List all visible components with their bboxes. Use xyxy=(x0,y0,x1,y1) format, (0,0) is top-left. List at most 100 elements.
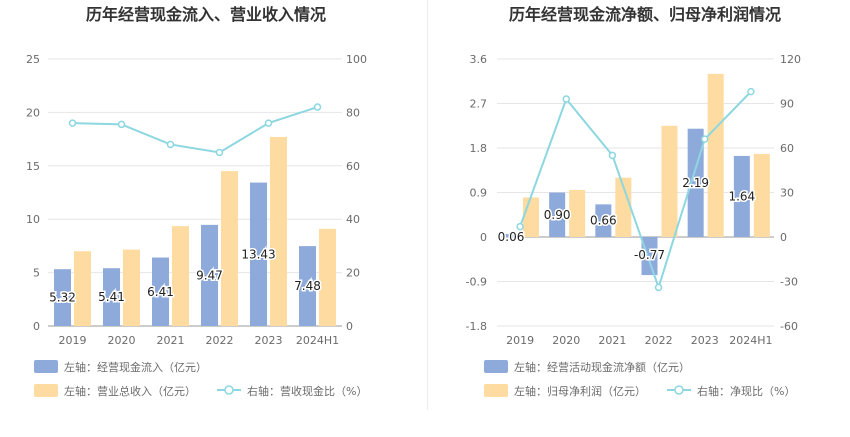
c2-ratio-point[interactable] xyxy=(516,222,524,231)
c1-bar-cashflow[interactable] xyxy=(299,246,316,326)
c2-ratio-point[interactable] xyxy=(701,135,709,143)
c1-bar-revenue[interactable] xyxy=(172,226,189,326)
c1-legend-swatch-cashflow xyxy=(34,360,58,373)
c1-ratio-point[interactable] xyxy=(68,119,77,127)
c2-left-tick-label: -1.8 xyxy=(466,320,487,333)
c2-data-label: 0.06 xyxy=(498,230,525,244)
c2-data-label: 1.64 xyxy=(728,189,755,203)
c2-left-tick-label: -0.9 xyxy=(466,276,487,289)
c2-x-tick-label: 2024H1 xyxy=(729,334,772,347)
c2-bar-revenue[interactable] xyxy=(707,73,724,237)
c1-left-tick-label: 25 xyxy=(26,53,40,66)
c1-bar-revenue[interactable] xyxy=(74,251,91,326)
c1-x-tick-label: 2023 xyxy=(255,334,283,347)
c2-legend-swatch-revenue xyxy=(484,384,508,397)
c2-bar-cashflow[interactable] xyxy=(641,237,658,276)
c1-x-tick-label: 2022 xyxy=(206,334,234,347)
c2-x-tick-label: 2019 xyxy=(506,334,534,347)
c2-bar-cashflow[interactable] xyxy=(503,234,519,237)
c1-bar-revenue[interactable] xyxy=(123,249,140,326)
c2-x-tick-label: 2022 xyxy=(645,334,673,347)
c1-left-tick-label: 15 xyxy=(26,160,40,173)
c2-legend-marker-ratio xyxy=(674,385,684,395)
c1-left-tick-label: 0 xyxy=(33,320,40,333)
c1-title: 历年经营现金流入、营业收入情况 xyxy=(86,5,326,24)
c2-x-tick-label: 2023 xyxy=(691,334,719,347)
c2-title: 历年经营现金流净额、归母净利润情况 xyxy=(509,5,781,24)
c1-data-label: 9.47 xyxy=(196,268,223,282)
c1-ratio-line xyxy=(72,106,318,154)
c2-right-tick-label: 0 xyxy=(780,231,787,244)
c1-ratio-point[interactable] xyxy=(117,120,126,129)
c2-legend-swatch-cashflow xyxy=(484,360,508,373)
c2-left-tick-label: 0.9 xyxy=(470,187,488,200)
c1-legend-marker-ratio xyxy=(224,385,234,395)
c1-right-tick-label: 60 xyxy=(346,160,360,173)
c2-ratio-point[interactable] xyxy=(608,151,617,160)
c1-x-tick-label: 2021 xyxy=(157,334,185,347)
c1-bar-cashflow[interactable] xyxy=(103,268,120,326)
c2-right-tick-label: 60 xyxy=(780,142,794,155)
c1-data-label: 13.43 xyxy=(241,247,275,261)
c2-left-tick-label: 2.7 xyxy=(470,98,488,111)
c2-legend-label-revenue[interactable]: 左轴：归母净利润（亿元） xyxy=(514,384,646,398)
c2-ratio-point[interactable] xyxy=(747,87,755,96)
c2-bar-revenue[interactable] xyxy=(661,125,678,237)
c1-right-tick-label: 0 xyxy=(346,320,353,333)
c2-bar-cashflow[interactable] xyxy=(595,204,612,237)
c2-data-label: 0.90 xyxy=(544,208,571,222)
c2-left-tick-label: 3.6 xyxy=(470,53,488,66)
c1-bar-cashflow[interactable] xyxy=(152,257,169,326)
c2-bar-revenue[interactable] xyxy=(753,153,770,237)
c1-right-tick-label: 100 xyxy=(346,53,367,66)
c2-ratio-point[interactable] xyxy=(654,283,663,292)
c2-bar-cashflow[interactable] xyxy=(549,192,566,238)
c1-ratio-point[interactable] xyxy=(166,140,175,149)
c2-data-label: 0.66 xyxy=(590,214,617,228)
c1-bar-revenue[interactable] xyxy=(319,228,336,326)
c1-bar-cashflow[interactable] xyxy=(54,269,71,326)
c2-right-tick-label: -60 xyxy=(780,320,798,333)
c1-left-tick-label: 20 xyxy=(26,106,40,119)
c1-bar-cashflow[interactable] xyxy=(201,224,218,326)
c1-legend-swatch-revenue xyxy=(34,384,58,397)
c1-bar-revenue[interactable] xyxy=(221,171,238,326)
c2-ratio-point[interactable] xyxy=(562,95,570,103)
c1-data-label: 7.48 xyxy=(294,279,321,293)
c1-right-tick-label: 40 xyxy=(346,213,360,226)
c2-bar-revenue[interactable] xyxy=(523,197,539,237)
c2-x-tick-label: 2021 xyxy=(598,334,626,347)
c1-ratio-point[interactable] xyxy=(215,148,224,157)
c2-legend-label-ratio[interactable]: 右轴：净现比（%） xyxy=(697,384,795,398)
c1-x-tick-label: 2019 xyxy=(59,334,87,347)
c1-right-tick-label: 80 xyxy=(346,106,360,119)
c1-x-tick-label: 2020 xyxy=(108,334,136,347)
c2-right-tick-label: 90 xyxy=(780,98,794,111)
c1-bar-revenue[interactable] xyxy=(270,136,287,326)
c1-legend-label-revenue[interactable]: 左轴：营业总收入（亿元） xyxy=(64,384,196,398)
c2-left-tick-label: 0 xyxy=(480,231,487,244)
c2-data-label: -0.77 xyxy=(634,248,665,262)
c1-left-tick-label: 10 xyxy=(26,213,40,226)
c1-ratio-point[interactable] xyxy=(264,119,273,127)
c1-data-label: 6.41 xyxy=(147,285,174,299)
c2-data-label: 2.19 xyxy=(682,176,709,190)
c2-bar-cashflow[interactable] xyxy=(733,155,750,237)
c2-legend-label-cashflow[interactable]: 左轴：经营活动现金流净额（亿元） xyxy=(514,360,690,374)
c2-right-tick-label: 30 xyxy=(780,187,794,200)
panel-divider xyxy=(427,0,428,410)
c1-legend-label-cashflow[interactable]: 左轴：经营现金流入（亿元） xyxy=(64,360,207,374)
c1-ratio-point[interactable] xyxy=(313,103,322,111)
c1-left-tick-label: 5 xyxy=(33,267,40,280)
c1-x-tick-label: 2024H1 xyxy=(296,334,339,347)
c2-ratio-line xyxy=(519,90,752,291)
c1-legend-label-ratio[interactable]: 右轴：营收现金比（%） xyxy=(247,384,367,398)
c1-data-label: 5.32 xyxy=(49,291,76,305)
c2-bar-revenue[interactable] xyxy=(569,190,586,237)
c1-bar-cashflow[interactable] xyxy=(250,182,267,326)
c1-right-tick-label: 20 xyxy=(346,267,360,280)
c2-bar-revenue[interactable] xyxy=(615,177,632,237)
c1-data-label: 5.41 xyxy=(98,290,125,304)
